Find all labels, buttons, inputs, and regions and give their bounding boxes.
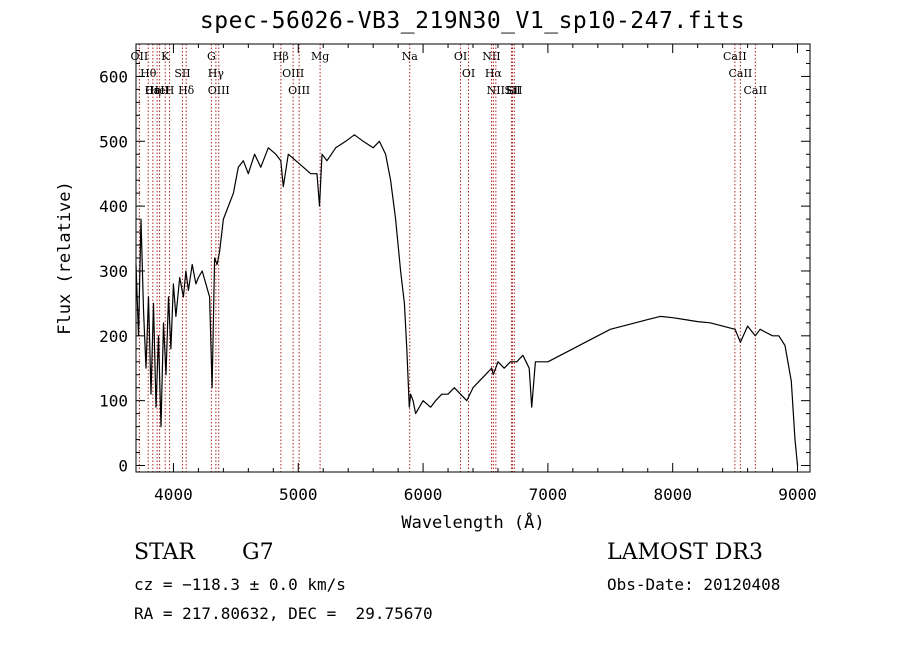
line-marker-label: NII <box>482 50 500 63</box>
y-tick-label: 500 <box>99 132 128 151</box>
y-tick-label: 100 <box>99 392 128 411</box>
line-marker-label: CaII <box>729 67 753 80</box>
line-marker-label: CaII <box>743 84 767 97</box>
x-tick-label: 7000 <box>529 485 568 504</box>
x-tick-label: 5000 <box>279 485 318 504</box>
line-marker-label: OIII <box>282 67 304 80</box>
y-tick-label: 200 <box>99 327 128 346</box>
y-tick-label: 0 <box>118 457 128 476</box>
line-marker-label: CaII <box>145 84 169 97</box>
object-class: STAR <box>134 540 195 565</box>
redshift-cz: cz = −118.3 ± 0.0 km/s <box>134 575 346 594</box>
x-tick-label: 4000 <box>154 485 193 504</box>
subclass: G7 <box>242 540 274 565</box>
line-marker-label: Na <box>402 50 419 63</box>
line-marker-label: CaII <box>723 50 747 63</box>
line-marker-label: SII <box>506 84 522 97</box>
line-marker-label: SII <box>504 84 520 97</box>
chart-title: spec-56026-VB3_219N30_V1_sp10-247.fits <box>199 8 746 34</box>
line-marker-label: SII <box>174 67 190 80</box>
line-marker-label: HeI <box>149 84 169 97</box>
line-marker-label: Hδ <box>178 84 195 97</box>
y-axis-label: Flux (relative) <box>55 181 75 335</box>
line-marker-label: OII <box>131 50 149 63</box>
x-tick-label: 8000 <box>653 485 692 504</box>
line-marker-label: OI <box>454 50 467 63</box>
plot-frame <box>135 43 811 473</box>
x-tick-label: 6000 <box>404 485 443 504</box>
line-marker-label: Hθ <box>140 67 157 80</box>
line-marker-label: NII <box>487 84 505 97</box>
line-marker-label: OIII <box>208 84 230 97</box>
line-marker-label: Hγ <box>208 67 225 80</box>
line-marker-label: G <box>207 50 216 63</box>
line-marker-label: K <box>161 50 170 63</box>
coordinates: RA = 217.80632, DEC = 29.75670 <box>134 604 433 623</box>
spectrum-line <box>135 134 799 466</box>
line-marker-label: OIII <box>288 84 310 97</box>
x-tick-label: 9000 <box>778 485 817 504</box>
line-marker-label: Li <box>506 84 517 97</box>
survey-name: LAMOST DR3 <box>607 540 763 565</box>
y-tick-label: 400 <box>99 197 128 216</box>
line-marker-label: Mg <box>311 50 329 63</box>
line-marker-label: H <box>165 84 175 97</box>
obs-date: Obs-Date: 20120408 <box>607 575 781 594</box>
y-tick-label: 300 <box>99 262 128 281</box>
line-marker-label: OI <box>462 67 475 80</box>
line-marker-label: Hα <box>485 67 503 80</box>
line-marker-label: Hβ <box>273 50 289 63</box>
x-axis-label: Wavelength (Å) <box>401 511 544 533</box>
y-tick-label: 600 <box>99 67 128 86</box>
